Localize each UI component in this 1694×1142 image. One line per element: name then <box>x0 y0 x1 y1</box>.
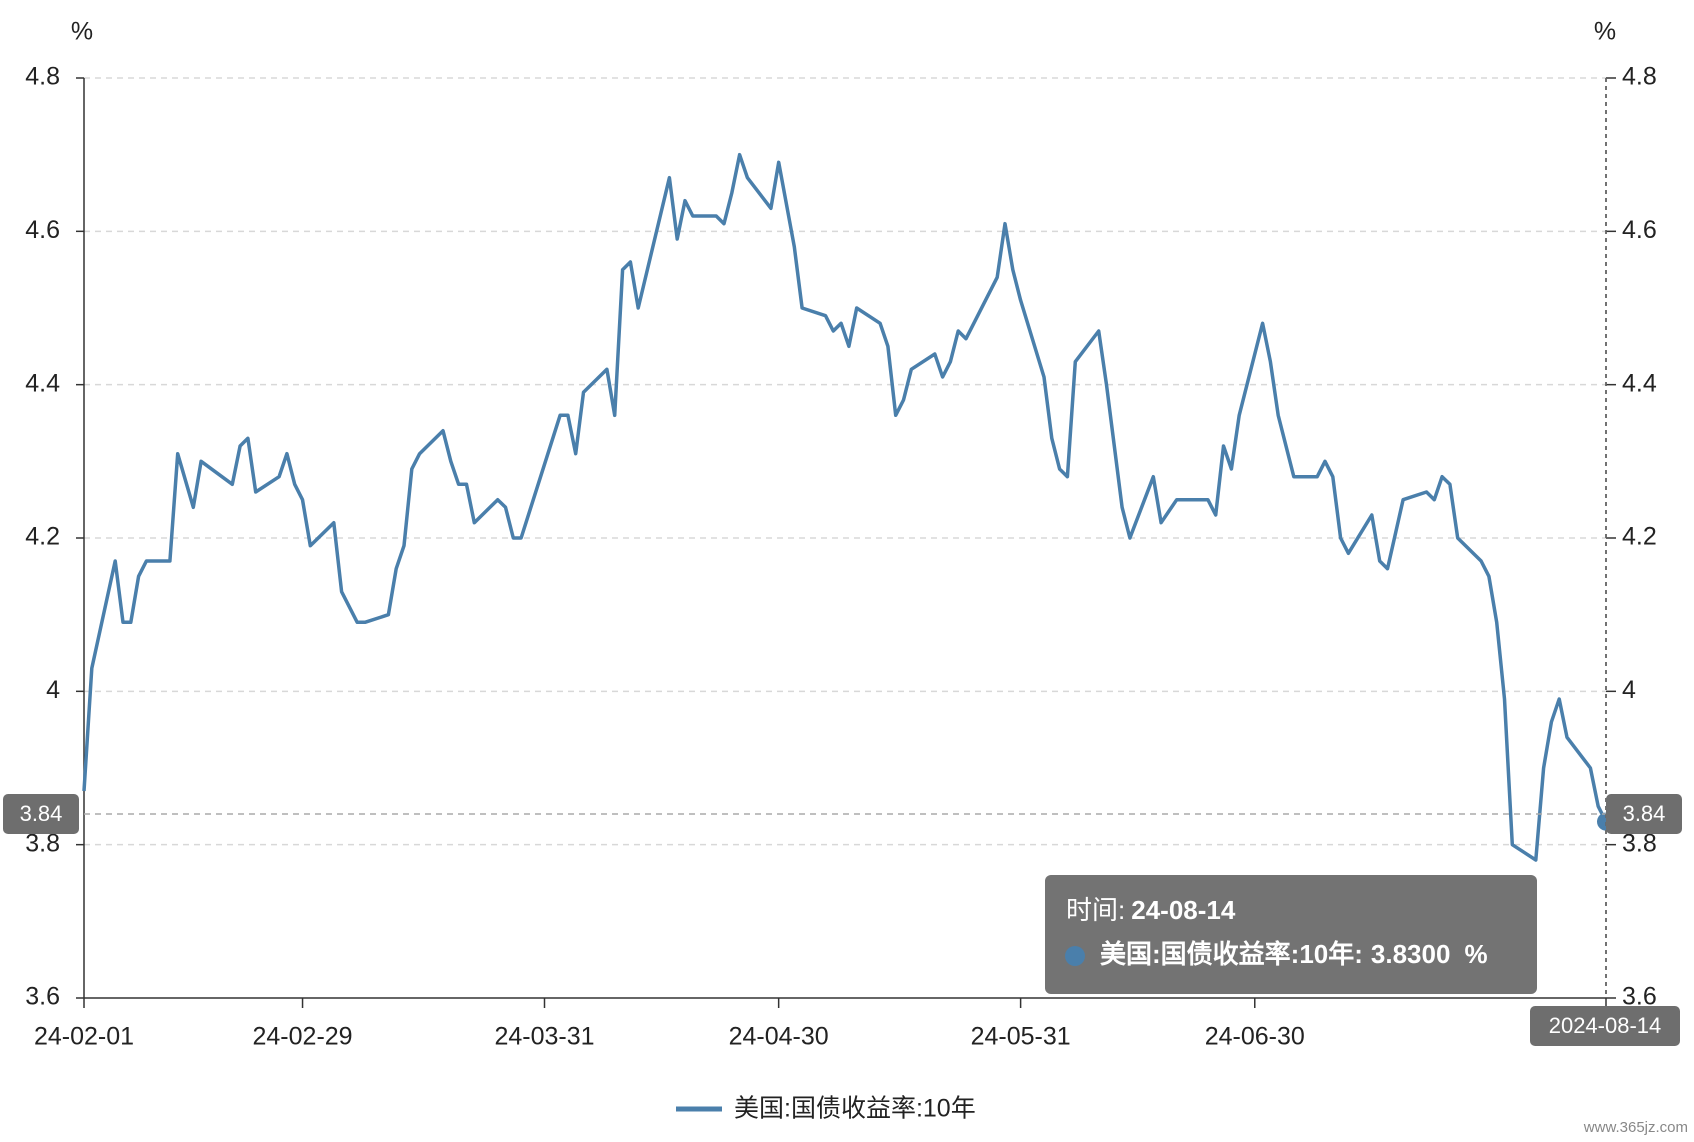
x-tick-label: 24-03-31 <box>494 1023 594 1051</box>
crosshair-y-label: 3.84 <box>20 801 63 826</box>
crosshair-y-box <box>1606 794 1682 834</box>
series-line <box>82 152 1608 862</box>
x-tick-label: 24-02-29 <box>253 1023 353 1051</box>
y2-tick-label: 4.8 <box>1622 63 1657 91</box>
tooltip: 时间: 24-08-14 美国:国债收益率:10年: 3.8300% <box>1045 875 1537 994</box>
tooltip-series: 美国:国债收益率:10年: 3.8300% <box>1100 939 1488 969</box>
tooltip-series-label: 美国:国债收益率:10年: <box>1100 939 1363 969</box>
y2-tick-label: 3.6 <box>1622 983 1657 1011</box>
x-tick-label: 24-02-01 <box>34 1023 134 1051</box>
y2-tick-label: 4.6 <box>1622 216 1657 244</box>
tooltip-time: 时间: 24-08-14 <box>1066 895 1236 925</box>
y-unit: % <box>71 18 93 46</box>
y-tick-label: 4.4 <box>25 369 60 397</box>
legend-label: 美国:国债收益率:10年 <box>734 1095 976 1123</box>
y-tick-label: 4 <box>46 676 60 704</box>
crosshair-y-box <box>3 794 79 834</box>
y2-tick-label: 4.4 <box>1622 369 1657 397</box>
y2-tick-label: 4.2 <box>1622 523 1657 551</box>
tooltip-dot <box>1065 946 1085 966</box>
crosshair-x-box <box>1530 1006 1680 1046</box>
y2-tick-label: 4 <box>1622 676 1636 704</box>
tooltip-time-label: 时间: <box>1066 895 1125 925</box>
y-tick-label: 4.6 <box>25 216 60 244</box>
tooltip-time-value: 24-08-14 <box>1131 895 1236 925</box>
crosshair-x-label: 2024-08-14 <box>1549 1013 1662 1038</box>
y-tick-label: 4.2 <box>25 523 60 551</box>
y2-unit: % <box>1594 18 1616 46</box>
y-tick-label: 4.8 <box>25 63 60 91</box>
tooltip-unit: % <box>1464 939 1487 969</box>
y-tick-label: 3.6 <box>25 983 60 1011</box>
x-tick-label: 24-05-31 <box>971 1023 1071 1051</box>
crosshair-y-label: 3.84 <box>1623 801 1666 826</box>
tooltip-value: 3.8300 <box>1371 939 1451 969</box>
watermark: www.365jz.com <box>1583 1119 1688 1136</box>
x-tick-label: 24-04-30 <box>729 1023 829 1051</box>
tooltip-box <box>1045 875 1537 994</box>
x-tick-label: 24-06-30 <box>1205 1023 1305 1051</box>
